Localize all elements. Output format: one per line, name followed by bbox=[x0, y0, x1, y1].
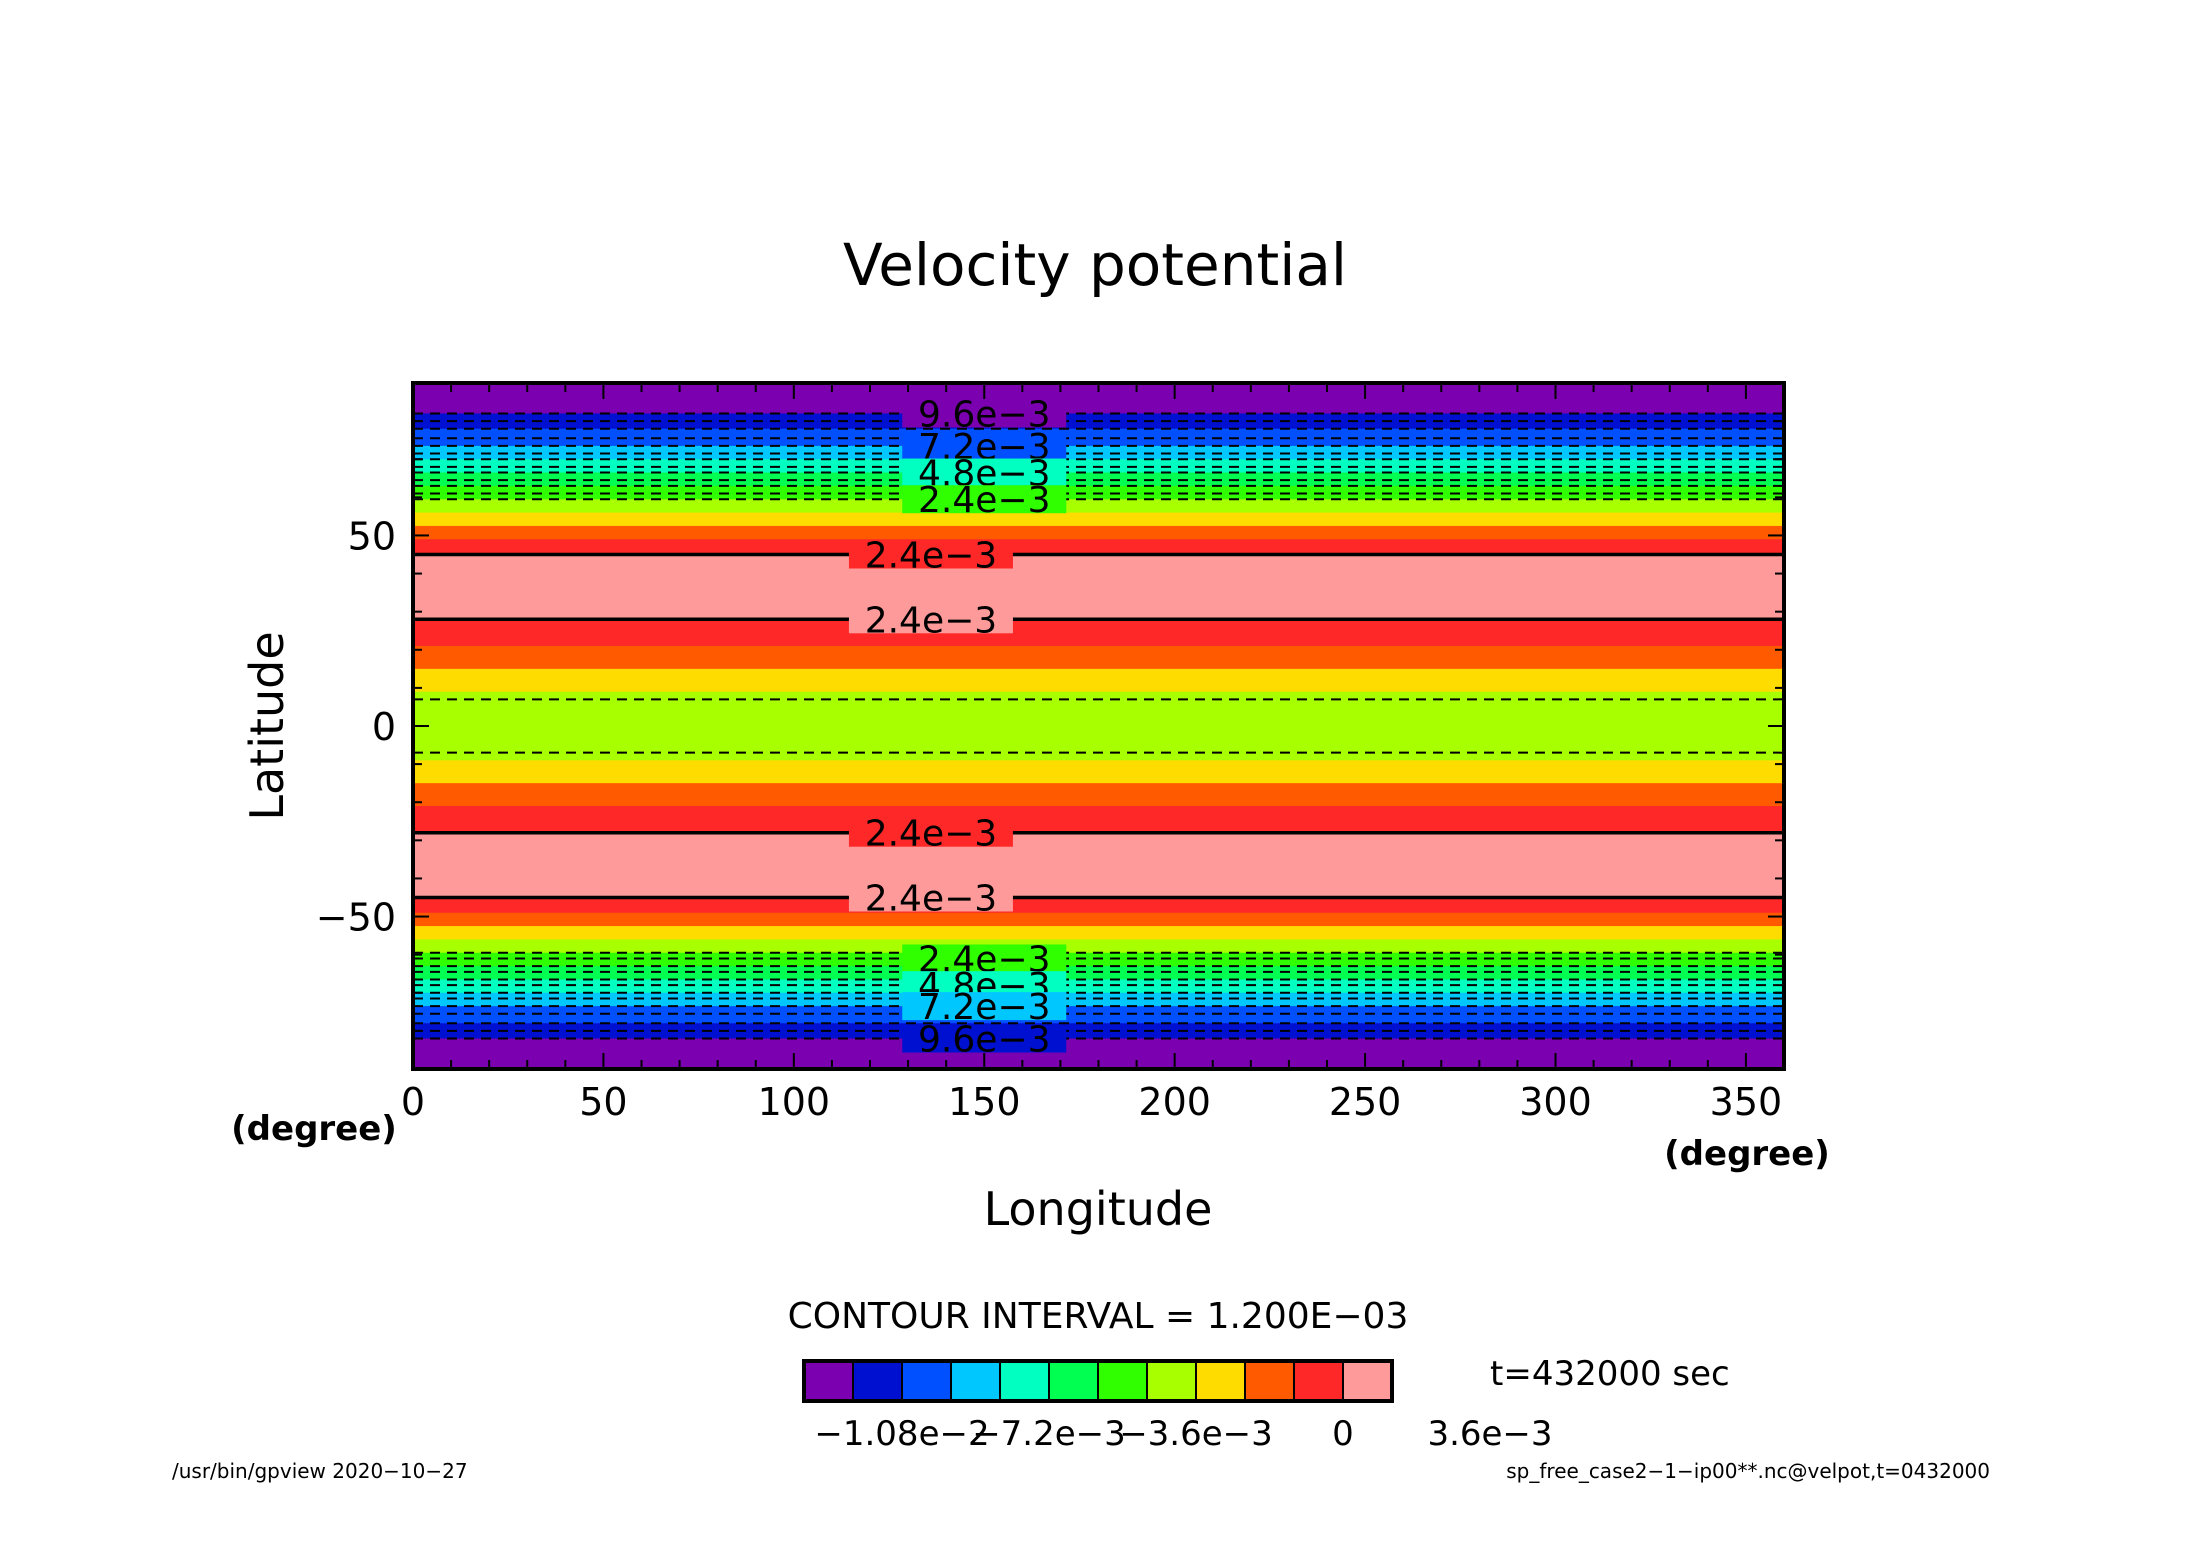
x-tick-label-100: 100 bbox=[758, 1080, 831, 1124]
band-19 bbox=[413, 832, 1784, 899]
band-15 bbox=[413, 691, 1784, 761]
band-21 bbox=[413, 912, 1784, 927]
x-tick-label-200: 200 bbox=[1138, 1080, 1211, 1124]
time-label: t=432000 sec bbox=[1490, 1354, 1730, 1394]
x-axis-label: Longitude bbox=[984, 1182, 1213, 1236]
contour-label-bg-11 bbox=[902, 1024, 1067, 1053]
contour-label-bg-7 bbox=[848, 883, 1013, 912]
colorbar-tick-labels: −1.08e−2−7.2e−3−3.6e−3 0 3.6e−3 bbox=[814, 1414, 1552, 1454]
contour-label-10: 7.2e−3 bbox=[918, 987, 1050, 1028]
colorbar-swatch-2 bbox=[901, 1360, 952, 1402]
band-26 bbox=[413, 979, 1784, 994]
band-22 bbox=[413, 926, 1784, 941]
band-16 bbox=[413, 760, 1784, 784]
x-unit-right: (degree) bbox=[1664, 1134, 1830, 1174]
colorbar-frame bbox=[802, 1359, 1394, 1403]
band-24 bbox=[413, 952, 1784, 967]
contour-label-bg-3 bbox=[902, 485, 1067, 514]
colorbar-swatch-11 bbox=[1342, 1360, 1393, 1402]
colorbar-swatch-3 bbox=[950, 1360, 1001, 1402]
colorbar-tick-1: −7.2e−3 bbox=[972, 1414, 1126, 1454]
contour-label-bg-4 bbox=[848, 540, 1013, 569]
colorbar-swatch-0 bbox=[803, 1360, 854, 1402]
contour-label-bg-5 bbox=[848, 605, 1013, 634]
band-7 bbox=[413, 499, 1784, 514]
contour-label-bg-0 bbox=[902, 399, 1067, 428]
colorbar-swatch-4 bbox=[999, 1360, 1050, 1402]
color-bands bbox=[413, 383, 1784, 1069]
contour-labels: 9.6e−37.2e−34.8e−32.4e−32.4e−32.4e−32.4e… bbox=[848, 394, 1067, 1061]
contour-interval: CONTOUR INTERVAL = 1.200E−03 bbox=[788, 1296, 1409, 1337]
band-8 bbox=[413, 512, 1784, 527]
x-tick-label-150: 150 bbox=[948, 1080, 1021, 1124]
colorbar-swatch-10 bbox=[1293, 1360, 1344, 1402]
band-11 bbox=[413, 554, 1784, 620]
plot-area: 9.6e−37.2e−34.8e−32.4e−32.4e−32.4e−32.4e… bbox=[316, 381, 1786, 1124]
contour-label-0: 9.6e−3 bbox=[918, 394, 1050, 435]
x-unit-left: (degree) bbox=[231, 1109, 397, 1149]
contour-label-3: 2.4e−3 bbox=[918, 480, 1050, 521]
x-tick-label-0: 0 bbox=[401, 1080, 425, 1124]
band-20 bbox=[413, 897, 1784, 914]
x-tick-label-250: 250 bbox=[1329, 1080, 1402, 1124]
band-10 bbox=[413, 539, 1784, 556]
band-17 bbox=[413, 783, 1784, 807]
colorbar bbox=[802, 1359, 1394, 1403]
band-13 bbox=[413, 645, 1784, 670]
contour-label-bg-10 bbox=[902, 992, 1067, 1021]
band-28 bbox=[413, 1006, 1784, 1024]
y-tick-label-0: 0 bbox=[372, 705, 396, 749]
colorbar-swatch-7 bbox=[1146, 1360, 1197, 1402]
x-tick-label-350: 350 bbox=[1710, 1080, 1783, 1124]
band-14 bbox=[413, 668, 1784, 693]
colorbar-swatch-6 bbox=[1097, 1360, 1148, 1402]
contour-label-5: 2.4e−3 bbox=[865, 600, 997, 641]
band-9 bbox=[413, 525, 1784, 540]
footer-left: /usr/bin/gpview 2020−10−27 bbox=[172, 1459, 468, 1483]
y-tick-label-50: 50 bbox=[348, 514, 396, 558]
colorbar-tick-3: 0 bbox=[1332, 1414, 1354, 1454]
x-tick-label-50: 50 bbox=[579, 1080, 627, 1124]
contour-label-4: 2.4e−3 bbox=[865, 536, 997, 577]
x-tick-label-300: 300 bbox=[1519, 1080, 1592, 1124]
colorbar-swatch-9 bbox=[1244, 1360, 1295, 1402]
contour-label-bg-8 bbox=[902, 944, 1067, 973]
colorbar-tick-0: −1.08e−2 bbox=[814, 1414, 989, 1454]
colorbar-swatch-8 bbox=[1195, 1360, 1246, 1402]
band-23 bbox=[413, 939, 1784, 954]
footer-right: sp_free_case2−1−ip00**.nc@velpot,t=04320… bbox=[1506, 1459, 1990, 1483]
colorbar-tick-4: 3.6e−3 bbox=[1427, 1414, 1552, 1454]
band-25 bbox=[413, 966, 1784, 981]
contour-label-6: 2.4e−3 bbox=[865, 814, 997, 855]
colorbar-swatch-1 bbox=[852, 1360, 903, 1402]
contour-lines bbox=[413, 412, 1784, 1040]
band-12 bbox=[413, 619, 1784, 647]
y-tick-label--50: −50 bbox=[316, 896, 396, 940]
colorbar-tick-2: −3.6e−3 bbox=[1119, 1414, 1273, 1454]
band-27 bbox=[413, 992, 1784, 1007]
contour-label-bg-1 bbox=[902, 431, 1067, 460]
band-18 bbox=[413, 806, 1784, 834]
contour-label-7: 2.4e−3 bbox=[865, 879, 997, 920]
colorbar-swatch-5 bbox=[1048, 1360, 1099, 1402]
y-axis-label: Latitude bbox=[240, 631, 294, 820]
chart-title: Velocity potential bbox=[843, 231, 1347, 299]
contour-label-bg-6 bbox=[848, 818, 1013, 847]
contour-label-bg-2 bbox=[902, 458, 1067, 487]
axis-ticks: 0 50 100 150 200 250 300 350 −50 0 50 bbox=[316, 382, 1785, 1124]
